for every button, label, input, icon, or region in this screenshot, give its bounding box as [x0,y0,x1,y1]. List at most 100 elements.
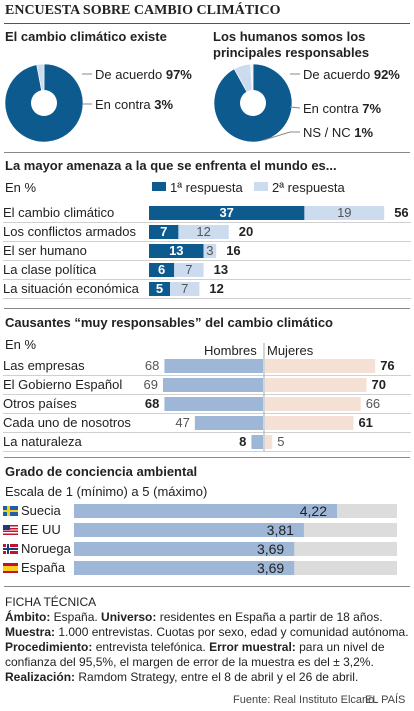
causes-bar-mujeres [265,378,367,392]
awareness-bar [74,561,295,575]
pie1-title: El cambio climático existe [5,29,167,44]
legend-hombres: Hombres [204,343,257,358]
threat-bar-segunda [174,263,204,277]
threat-bar-primera [149,225,179,239]
row-sep [3,375,411,376]
threat-bar-segunda [304,206,385,220]
threat-total: 13 [214,262,228,277]
causes-title: Causantes “muy responsables” del cambio … [5,315,334,330]
threat-unit: En % [5,180,37,195]
threat-bar-primera [149,244,204,258]
spain-flag-icon [3,563,18,573]
row-sep [3,222,411,223]
norway-flag-icon [3,544,18,554]
title-rule [4,23,410,24]
threat-bar-segunda [178,225,229,239]
ficha-line-2: Muestra: 1.000 entrevistas. Cuotas por s… [5,625,409,639]
row-sep [3,260,411,261]
brand-logo: EL PAÍS [365,694,406,706]
causes-label-hombres: 47 [175,415,189,430]
threat-bar-primera [149,282,170,296]
awareness-value: 3,69 [257,560,284,576]
threat-total: 20 [239,224,253,239]
threat-cat-2: El ser humano [3,243,87,258]
causes-label-hombres: 68 [145,396,159,411]
causes-unit: En % [5,337,37,352]
threat-label-segunda: 7 [185,262,192,277]
causes-label-mujeres: 70 [372,377,386,392]
causes-cat-0: Las empresas [3,358,85,373]
threat-label-primera: 13 [169,243,183,258]
awareness-subtitle: Escala de 1 (mínimo) a 5 (máximo) [5,484,208,499]
threat-total: 16 [226,243,240,258]
causes-cat-1: El Gobierno Español [3,377,123,392]
causes-bar-hombres [164,359,263,373]
awareness-value: 3,69 [257,541,284,557]
row-sep [3,298,411,299]
causes-bar-mujeres [265,435,273,449]
country-1: EE UU [21,522,61,537]
section-rule-1 [4,152,410,153]
threat-label-segunda: 7 [181,281,188,296]
ficha-line-3: Procedimiento: entrevista telefónica. Er… [5,640,385,654]
awareness-bar [74,542,295,556]
threat-bar-primera [149,263,175,277]
threat-label-primera: 37 [219,205,233,220]
pie1-label-acuerdo: De acuerdo 97% [95,67,192,82]
threat-cat-0: El cambio climático [3,205,115,220]
ficha-line-4: confianza del 95,5%, el margen de error … [5,655,374,669]
threat-total: 56 [394,205,408,220]
pie2-label-nsnc: NS / NC 1% [303,125,374,140]
page-title: ENCUESTA SOBRE CAMBIO CLIMÁTICO [5,3,281,18]
row-sep [3,432,411,433]
pie2-leader [263,131,300,141]
row-sep [3,279,411,280]
row-sep [3,394,411,395]
threat-label-primera: 7 [160,224,167,239]
ficha-title: FICHA TÉCNICA [5,595,97,609]
row-sep [3,451,411,452]
causes-bar-hombres [164,397,263,411]
row-sep [3,413,411,414]
causes-label-mujeres: 76 [380,358,394,373]
threat-title: La mayor amenaza a la que se enfrenta el… [5,158,337,173]
pie1-label-contra: En contra 3% [95,97,174,112]
threat-cat-3: La clase política [3,262,97,277]
awareness-title: Grado de conciencia ambiental [5,464,198,479]
section-rule-4 [4,586,410,587]
legend-swatch-segunda [254,182,268,191]
ficha-line-1: Ámbito: España. Universo: residentes en … [5,610,383,624]
ficha-line-5: Realización: Ramdom Strategy, entre el 8… [5,670,359,684]
pie2-label-contra: En contra 7% [303,101,382,116]
awareness-bar [74,504,338,518]
causes-label-mujeres: 66 [366,396,380,411]
country-2: Noruega [21,541,71,556]
pie2-label-acuerdo: De acuerdo 92% [303,67,400,82]
causes-cat-4: La naturaleza [3,434,82,449]
source-note: Fuente: Real Instituto Elcano. [233,694,378,706]
threat-total: 12 [209,281,223,296]
awareness-value: 3,81 [267,522,294,538]
legend-mujeres: Mujeres [267,343,314,358]
threat-cat-1: Los conflictos armados [3,224,136,239]
causes-label-mujeres: 5 [277,434,284,449]
threat-bar-primera [149,206,305,220]
threat-label-segunda: 19 [337,205,351,220]
sweden-flag-icon [3,506,18,516]
pie2-leader [289,106,301,109]
causes-bar-mujeres [265,359,376,373]
pie2-hole [240,90,266,116]
threat-cat-4: La situación económica [3,281,139,296]
causes-label-hombres: 69 [143,377,157,392]
threat-label-segunda: 12 [196,224,210,239]
threat-label-segunda: 3 [206,243,213,258]
legend-label-primera: 1ª respuesta [170,180,243,195]
country-0: Suecia [21,503,61,518]
causes-label-hombres: 8 [239,434,246,449]
pie1-hole [31,90,57,116]
causes-bar-mujeres [265,416,354,430]
threat-label-primera: 6 [158,262,165,277]
causes-bar-mujeres [265,397,361,411]
